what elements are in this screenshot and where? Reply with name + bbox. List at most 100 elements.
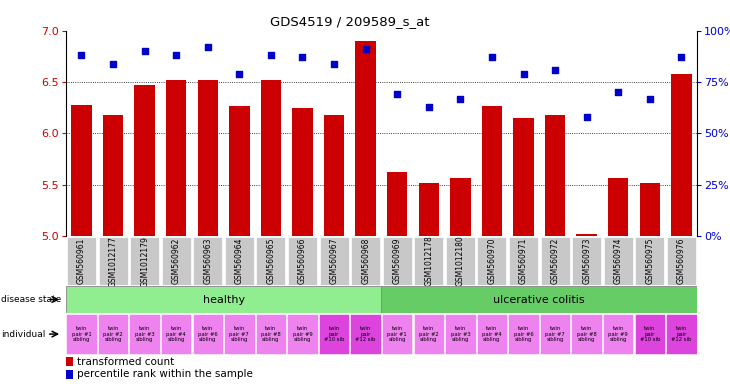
Bar [639, 183, 660, 236]
Bar [67, 237, 96, 285]
Bar [445, 314, 475, 354]
Bar [224, 314, 255, 354]
Bar [477, 237, 507, 285]
Text: GSM1012179: GSM1012179 [140, 236, 149, 286]
Bar [666, 314, 696, 354]
Text: GSM560964: GSM560964 [235, 238, 244, 285]
Point [391, 91, 403, 98]
Text: percentile rank within the sample: percentile rank within the sample [77, 369, 253, 379]
Bar [193, 314, 223, 354]
Point [170, 52, 182, 58]
Bar [292, 108, 312, 236]
Text: GSM560963: GSM560963 [203, 238, 212, 285]
Bar [320, 237, 349, 285]
Bar [351, 237, 380, 285]
Bar [225, 237, 254, 285]
Bar [319, 314, 349, 354]
Bar [382, 314, 412, 354]
Bar [66, 357, 73, 366]
Bar [98, 314, 128, 354]
Point [107, 61, 119, 67]
Bar [193, 237, 223, 285]
Point [423, 104, 434, 110]
Text: twin
pair
#12 sib: twin pair #12 sib [671, 326, 691, 343]
Bar [66, 314, 96, 354]
Text: twin
pair #6
sibling: twin pair #6 sibling [198, 326, 218, 343]
Text: GSM560973: GSM560973 [582, 238, 591, 285]
Point [328, 61, 340, 67]
Text: GSM560975: GSM560975 [645, 238, 654, 285]
Text: twin
pair #8
sibling: twin pair #8 sibling [577, 326, 596, 343]
Bar [324, 115, 345, 236]
Text: GSM1012178: GSM1012178 [424, 236, 434, 286]
Text: twin
pair #8
sibling: twin pair #8 sibling [261, 326, 281, 343]
Bar [129, 314, 160, 354]
Bar [482, 106, 502, 236]
Bar [161, 237, 191, 285]
Point [612, 89, 624, 95]
Point [139, 48, 150, 55]
Text: twin
pair #1
sibling: twin pair #1 sibling [388, 326, 407, 343]
Bar [634, 314, 665, 354]
Text: GSM560972: GSM560972 [550, 238, 560, 284]
Text: twin
pair #9
sibling: twin pair #9 sibling [293, 326, 312, 343]
Text: GSM560976: GSM560976 [677, 238, 686, 285]
Text: GSM560969: GSM560969 [393, 238, 402, 285]
Bar [414, 314, 444, 354]
Bar [261, 80, 281, 236]
Bar [545, 115, 565, 236]
Bar [130, 237, 159, 285]
Bar [450, 178, 471, 236]
Bar [350, 314, 381, 354]
Bar [66, 286, 381, 313]
Point [549, 67, 561, 73]
Bar [671, 74, 691, 236]
Text: GSM560965: GSM560965 [266, 238, 275, 285]
Point [581, 114, 593, 120]
Bar [288, 314, 318, 354]
Bar [256, 237, 285, 285]
Text: twin
pair #6
sibling: twin pair #6 sibling [514, 326, 534, 343]
Point [76, 52, 88, 58]
Bar [577, 234, 597, 236]
Bar [356, 41, 376, 236]
Point [486, 55, 498, 61]
Bar [635, 237, 664, 285]
Point [675, 55, 687, 61]
Bar [414, 237, 443, 285]
Text: twin
pair #1
sibling: twin pair #1 sibling [72, 326, 91, 343]
Text: GSM1012180: GSM1012180 [456, 236, 465, 286]
Point [296, 55, 308, 61]
Text: transformed count: transformed count [77, 357, 174, 367]
Point [644, 96, 656, 102]
Bar [255, 314, 286, 354]
Point [265, 52, 277, 58]
Text: GSM560971: GSM560971 [519, 238, 528, 284]
Bar [509, 237, 538, 285]
Point [518, 71, 529, 77]
Bar [666, 237, 696, 285]
Bar [103, 115, 123, 236]
Bar [603, 314, 634, 354]
Text: twin
pair
#10 sib: twin pair #10 sib [324, 326, 345, 343]
Bar [604, 237, 633, 285]
Bar [513, 118, 534, 236]
Bar [608, 178, 629, 236]
Bar [508, 314, 539, 354]
Text: individual: individual [1, 329, 46, 339]
Text: GSM560962: GSM560962 [172, 238, 181, 284]
Text: healthy: healthy [202, 295, 245, 305]
Text: GSM560970: GSM560970 [488, 238, 496, 285]
Bar [418, 183, 439, 236]
Text: twin
pair #9
sibling: twin pair #9 sibling [608, 326, 628, 343]
Bar [72, 105, 92, 236]
Bar [572, 314, 602, 354]
Point [360, 46, 372, 52]
Bar [387, 172, 407, 236]
Bar [198, 80, 218, 236]
Text: GSM560968: GSM560968 [361, 238, 370, 284]
Text: GSM560974: GSM560974 [614, 238, 623, 285]
Text: ulcerative colitis: ulcerative colitis [493, 295, 585, 305]
Text: twin
pair #7
sibling: twin pair #7 sibling [545, 326, 565, 343]
Bar [99, 237, 128, 285]
